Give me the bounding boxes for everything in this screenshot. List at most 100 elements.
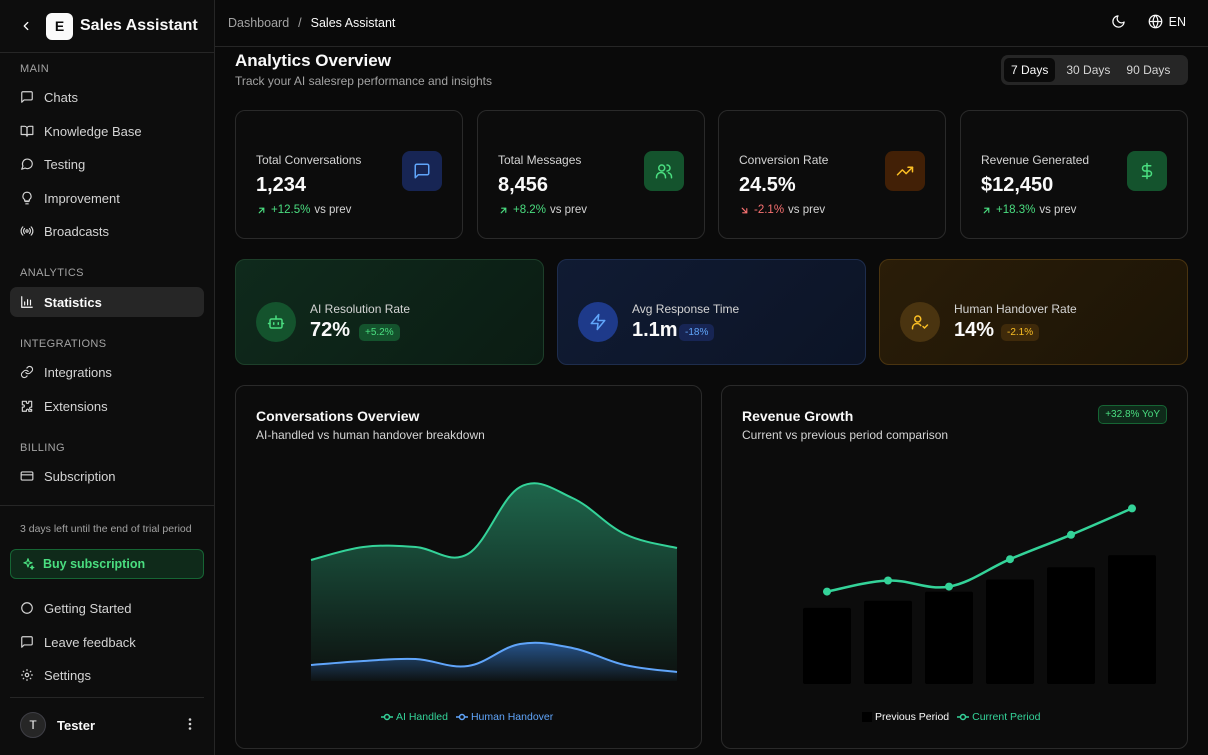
credit-card-icon [20,471,34,481]
legend-line-icon [381,713,393,721]
bar-chart-icon [21,296,33,308]
sidebar-item-integrations[interactable]: Integrations [10,357,204,387]
sidebar-item-label: Improvement [44,190,120,206]
page-subtitle: Track your AI salesrep performance and i… [235,74,493,88]
breadcrumb-separator: / [298,16,302,30]
sidebar-item-broadcasts[interactable]: Broadcasts [10,216,204,246]
stat-card-revenue-generated: Revenue Generated $12,450 +18.3% vs prev [960,110,1188,239]
bot-icon [267,315,285,329]
stat-value: $12,450 [981,174,1054,196]
sidebar-item-settings[interactable]: Settings [10,660,204,690]
sidebar-item-label: Knowledge Base [44,123,142,139]
more-vertical-icon[interactable] [184,717,196,734]
metric-icon-circle [900,302,940,342]
metric-badge: -2.1% [1001,324,1040,341]
panel-title: Conversations Overview [256,408,420,424]
arrow-down-right-icon [741,207,748,213]
range-7-days[interactable]: 7 Days [1004,58,1056,82]
buy-subscription-label: Buy subscription [43,557,146,571]
sidebar: E Sales Assistant MAIN Chats Knowledge B… [0,0,215,755]
sidebar-item-label: Integrations [44,364,112,380]
sidebar-item-leave-feedback[interactable]: Leave feedback [10,627,204,657]
metric-icon-circle [578,302,618,342]
sidebar-item-label: Extensions [44,398,108,414]
stat-icon-box [644,151,684,191]
legend-item-human-handover[interactable]: Human Handover [455,711,553,723]
bar-previous-period [1047,567,1095,684]
sidebar-item-improvement[interactable]: Improvement [10,183,204,213]
sidebar-item-label: Leave feedback [44,634,136,650]
stat-value: 1,234 [256,174,307,196]
user-menu[interactable]: T Tester [20,711,196,739]
legend-label: AI Handled [396,711,448,723]
avatar: T [20,712,46,738]
section-label-billing: BILLING [20,442,65,454]
revenue-growth-panel: Revenue Growth Current vs previous perio… [721,385,1188,749]
buy-subscription-button[interactable]: Buy subscription [10,549,204,579]
stat-icon-box [885,151,925,191]
stat-delta-suffix: vs prev [1039,204,1077,216]
sidebar-item-label: Getting Started [44,600,132,616]
sidebar-divider [0,505,214,506]
series-line-human-handover [310,641,678,673]
user-check-icon [911,315,929,330]
panel-title: Revenue Growth [742,408,854,424]
book-open-icon [20,125,34,137]
sidebar-item-label: Broadcasts [44,223,110,239]
section-label-integrations: INTEGRATIONS [20,338,107,350]
stat-delta-suffix: vs prev [788,204,826,216]
sidebar-item-testing[interactable]: Testing [10,149,204,179]
circle-icon [21,602,33,614]
page-title: Analytics Overview [235,51,391,70]
panel-subtitle: Current vs previous period comparison [742,428,949,442]
sidebar-item-subscription[interactable]: Subscription [10,461,204,491]
stat-value: 24.5% [739,174,796,196]
legend-line-icon [455,713,468,721]
metric-value: 1.1m [632,319,678,341]
stat-delta-suffix: vs prev [549,204,588,216]
gear-icon [21,669,33,681]
users-icon [655,164,673,179]
arrow-up-right-icon [500,207,507,213]
series-line-ai-handled [310,482,678,561]
stat-delta-value: -2.1% [754,204,785,216]
metric-badge: -18% [679,324,715,341]
point-current-period [823,587,831,596]
metric-icon-circle [256,302,296,342]
stat-delta-value: +18.3% [996,204,1036,216]
stat-label: Conversion Rate [739,153,829,167]
sidebar-item-knowledge-base[interactable]: Knowledge Base [10,116,204,146]
legend-square-icon [862,712,872,722]
point-current-period [1128,504,1136,513]
sidebar-item-extensions[interactable]: Extensions [10,391,204,421]
bar-previous-period [925,591,973,684]
language-selector[interactable]: EN [1148,14,1186,29]
back-chevron-icon[interactable] [14,14,38,38]
sidebar-item-statistics[interactable]: Statistics [10,287,204,317]
legend-label: Current Period [972,711,1041,723]
sidebar-item-getting-started[interactable]: Getting Started [10,593,204,623]
range-90-days[interactable]: 90 Days [1126,63,1171,77]
theme-toggle-button[interactable] [1111,14,1126,29]
trending-up-icon [896,166,914,176]
stat-delta-value: +8.2% [513,204,546,216]
panel-subtitle: AI-handled vs human handover breakdown [256,428,485,442]
breadcrumb-dashboard[interactable]: Dashboard [228,16,290,30]
conversations-area-chart [310,482,678,681]
metric-label: AI Resolution Rate [310,302,411,316]
stat-delta: -2.1% vs prev [739,204,825,216]
stat-label: Revenue Generated [981,153,1090,167]
sidebar-item-chats[interactable]: Chats [10,82,204,112]
metric-label: Human Handover Rate [954,302,1077,316]
legend-item-current-period[interactable]: Current Period [957,711,1040,723]
legend-item-ai-handled[interactable]: AI Handled [381,711,448,723]
stat-delta: +18.3% vs prev [981,204,1076,216]
legend-item-previous-period[interactable]: Previous Period [862,711,949,723]
point-current-period [945,582,953,591]
sidebar-item-label: Subscription [44,468,116,484]
stat-card-total-conversations: Total Conversations 1,234 +12.5% vs prev [235,110,463,239]
range-30-days[interactable]: 30 Days [1066,63,1111,77]
sparkles-icon [23,558,35,570]
user-name: Tester [57,717,96,733]
stat-delta: +12.5% vs prev [256,204,351,216]
